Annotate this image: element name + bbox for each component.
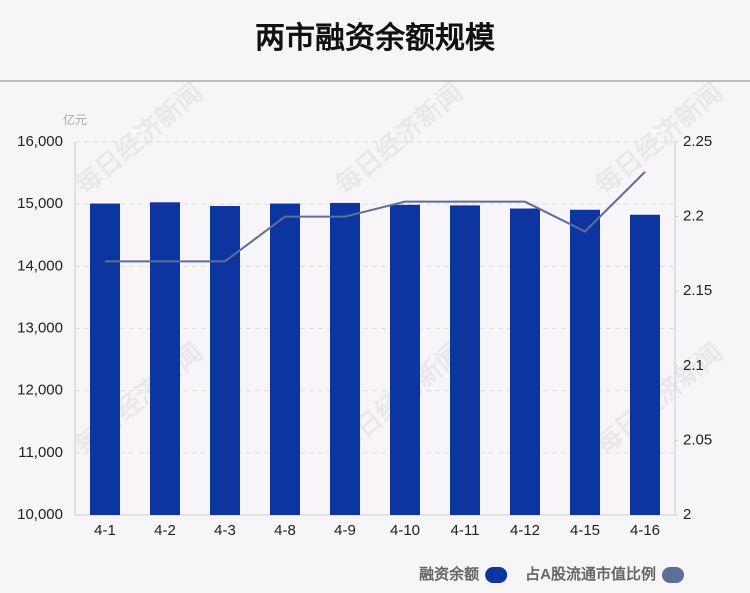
legend-label: 占A股流通市值比例 [525, 565, 656, 583]
bar [390, 204, 420, 515]
y-tick-label: 16,000 [17, 133, 63, 150]
bar [90, 203, 120, 516]
y-tick-label: 12,000 [17, 382, 63, 399]
y-tick-label: 13,000 [17, 319, 63, 336]
y2-tick-label: 2 [683, 506, 691, 523]
y-tick-label: 11,000 [18, 444, 63, 461]
y2-tick-label: 2.25 [683, 133, 712, 150]
x-tick-label: 4-8 [274, 522, 296, 539]
y-tick-label: 15,000 [17, 195, 63, 212]
y2-tick-label: 2.2 [683, 208, 704, 225]
bar [630, 214, 660, 516]
legend-swatch [485, 567, 508, 583]
x-tick-label: 4-1 [94, 522, 116, 539]
x-tick-label: 4-2 [154, 522, 176, 539]
x-tick-label: 4-9 [334, 522, 356, 539]
bar [150, 202, 180, 515]
x-tick-label: 4-15 [570, 522, 600, 539]
chart-title: 两市融资余额规模 [255, 21, 495, 55]
bar [510, 208, 540, 516]
y-tick-label: 10,000 [17, 506, 63, 523]
bar [330, 202, 360, 515]
bar [570, 209, 600, 516]
x-tick-label: 4-3 [214, 522, 236, 539]
y2-tick-label: 2.15 [683, 282, 712, 299]
line [105, 171, 646, 263]
bar [270, 203, 300, 516]
legend-swatch [662, 567, 684, 583]
x-tick-label: 4-11 [451, 522, 480, 539]
x-tick-label: 4-12 [510, 522, 540, 539]
y2-tick-label: 2.05 [683, 431, 712, 448]
bar [450, 205, 480, 515]
legend-label: 融资余额 [419, 565, 479, 583]
y-tick-label: 14,000 [17, 257, 63, 274]
x-tick-label: 4-16 [630, 522, 660, 539]
y2-tick-label: 2.1 [683, 357, 704, 374]
x-tick-label: 4-10 [390, 522, 420, 539]
bar [210, 206, 240, 515]
y-unit: 亿元 [63, 112, 87, 127]
